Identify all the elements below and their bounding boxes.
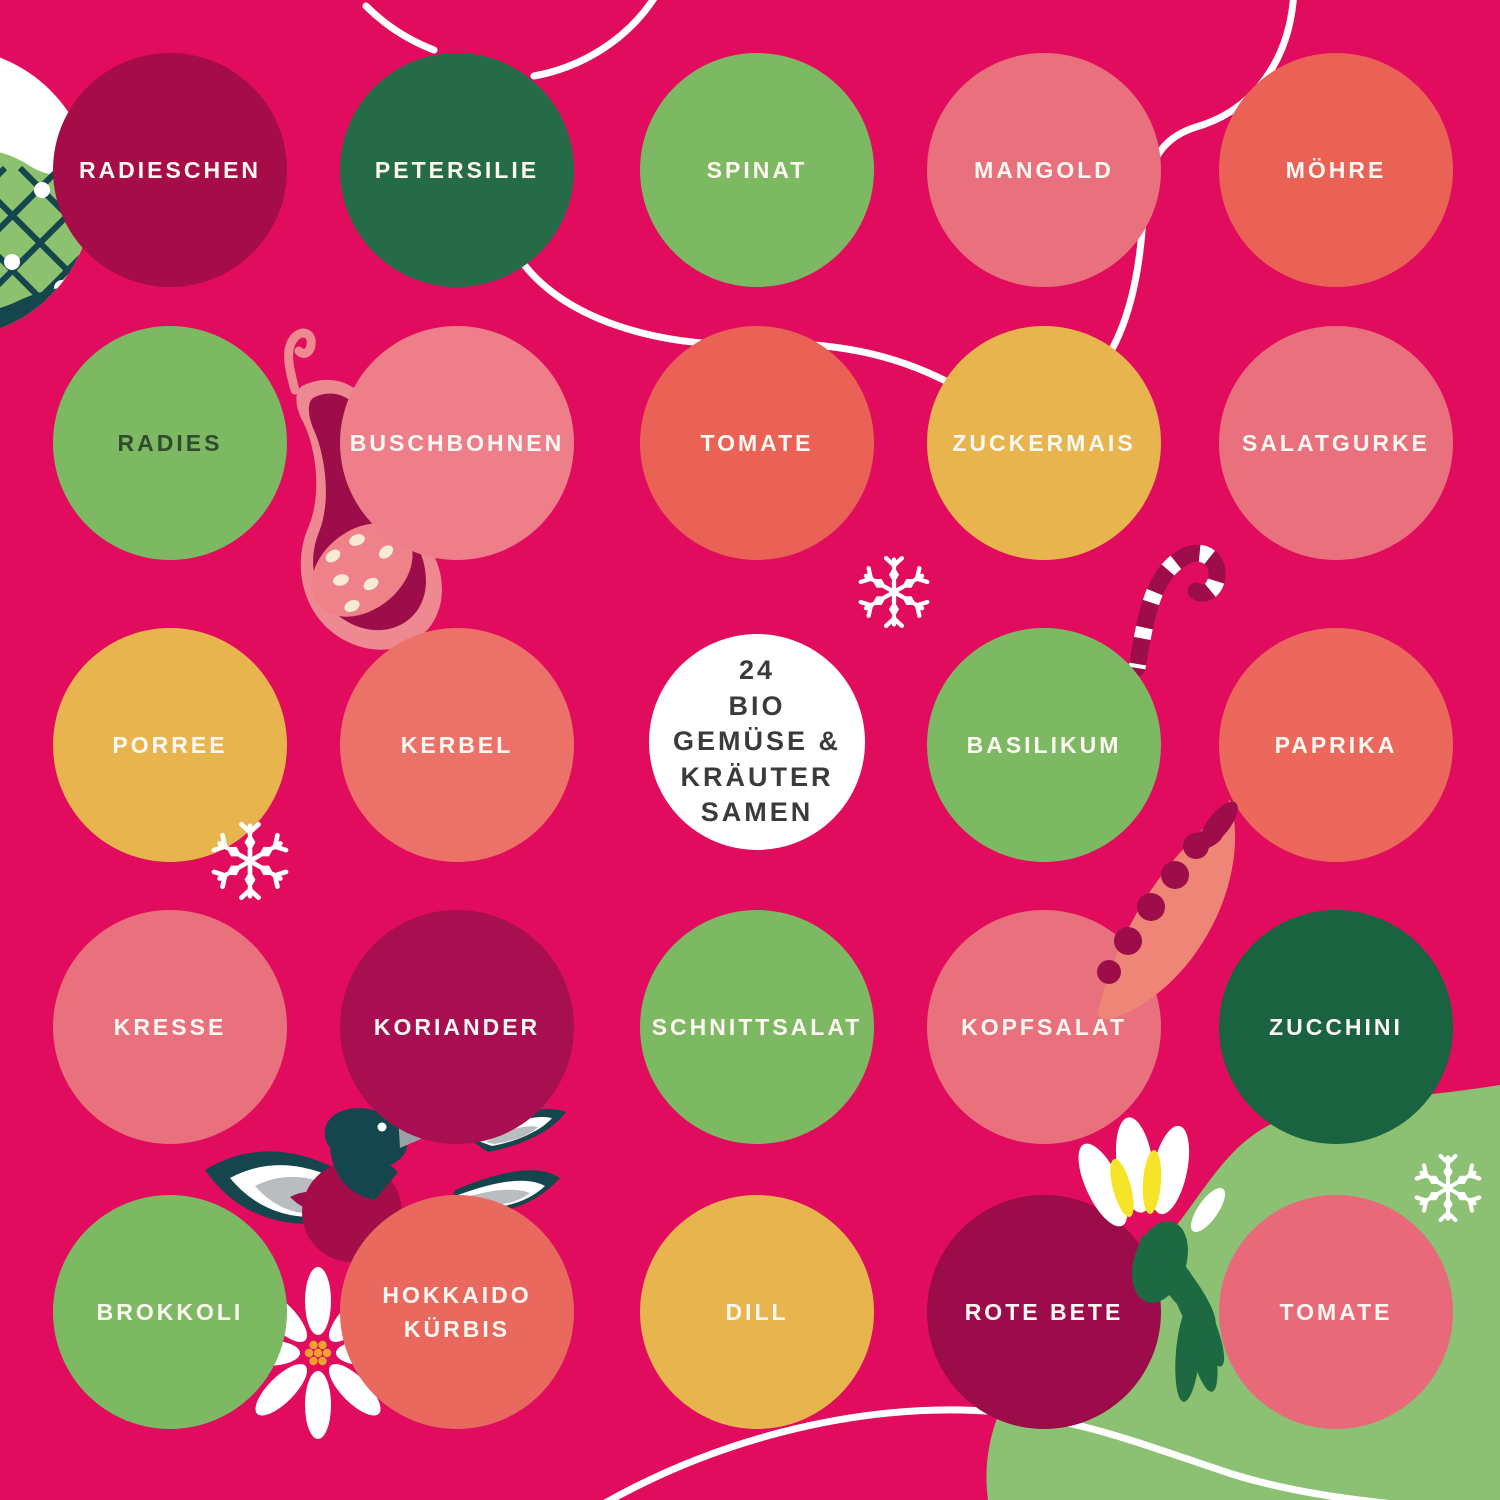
calendar-item-label: SALATGURKE — [1241, 429, 1430, 456]
calendar-item-label: KORIANDER — [373, 1013, 541, 1040]
calendar-item-label: HOKKAIDO KÜRBIS — [382, 1281, 532, 1343]
calendar-item-label: KOPFSALAT — [961, 1013, 1127, 1040]
calendar-item-label: RADIESCHEN — [78, 156, 262, 183]
calendar-item-label: KRESSE — [113, 1013, 227, 1040]
calendar-item-möhre: MÖHRE — [1219, 53, 1453, 287]
calendar-item-rote-bete: ROTE BETE — [927, 1195, 1161, 1429]
calendar-item-koriander: KORIANDER — [340, 910, 574, 1144]
calendar-item-label: BUSCHBOHNEN — [349, 429, 565, 456]
calendar-item-hokkaido-kürbis: HOKKAIDO KÜRBIS — [340, 1195, 574, 1429]
snowflake-icon — [861, 558, 928, 626]
poster-title: 24 BIO GEMÜSE & KRÄUTER SAMEN — [672, 654, 842, 828]
calendar-item-zuckermais: ZUCKERMAIS — [927, 326, 1161, 560]
calendar-item-kerbel: KERBEL — [340, 628, 574, 862]
calendar-item-label: PETERSILIE — [374, 156, 540, 183]
calendar-item-label: ZUCCHINI — [1269, 1013, 1403, 1040]
calendar-item-buschbohnen: BUSCHBOHNEN — [340, 326, 574, 560]
calendar-item-label: PORREE — [112, 731, 228, 758]
calendar-item-label: MÖHRE — [1285, 156, 1387, 183]
calendar-item-label: ROTE BETE — [964, 1298, 1124, 1325]
calendar-item-label: SCHNITTSALAT — [651, 1013, 863, 1040]
calendar-item-label: TOMATE — [1279, 1298, 1393, 1325]
calendar-item-paprika: PAPRIKA — [1219, 628, 1453, 862]
calendar-item-spinat: SPINAT — [640, 53, 874, 287]
calendar-item-kopfsalat: KOPFSALAT — [927, 910, 1161, 1144]
calendar-item-label: BASILIKUM — [966, 731, 1122, 758]
calendar-item-zucchini: ZUCCHINI — [1219, 910, 1453, 1144]
calendar-item-dill: DILL — [640, 1195, 874, 1429]
calendar-item-label: SPINAT — [706, 156, 808, 183]
calendar-item-salatgurke: SALATGURKE — [1219, 326, 1453, 560]
calendar-item-brokkoli: BROKKOLI — [53, 1195, 287, 1429]
calendar-item-label: TOMATE — [700, 429, 814, 456]
snowflake-icon — [214, 824, 286, 897]
calendar-item-tomate: TOMATE — [1219, 1195, 1453, 1429]
beet-flower-leaves-illustration — [1078, 1117, 1226, 1402]
calendar-item-petersilie: PETERSILIE — [340, 53, 574, 287]
pea-pod-illustration — [1097, 800, 1238, 1020]
calendar-item-label: RADIES — [117, 429, 223, 456]
calendar-item-schnittsalat: SCHNITTSALAT — [640, 910, 874, 1144]
calendar-item-tomate: TOMATE — [640, 326, 874, 560]
calendar-item-label: PAPRIKA — [1274, 731, 1398, 758]
title-badge: 24 BIO GEMÜSE & KRÄUTER SAMEN — [649, 634, 865, 850]
calendar-item-label: MANGOLD — [974, 156, 1114, 183]
snowflake-icon — [1417, 1156, 1480, 1220]
calendar-item-kresse: KRESSE — [53, 910, 287, 1144]
calendar-item-label: BROKKOLI — [96, 1298, 244, 1325]
calendar-item-label: ZUCKERMAIS — [952, 429, 1136, 456]
calendar-item-radieschen: RADIESCHEN — [53, 53, 287, 287]
calendar-item-basilikum: BASILIKUM — [927, 628, 1161, 862]
calendar-item-label: DILL — [725, 1298, 789, 1325]
calendar-item-radies: RADIES — [53, 326, 287, 560]
calendar-item-porree: PORREE — [53, 628, 287, 862]
snowflake-icons — [214, 558, 1479, 1220]
calendar-item-mangold: MANGOLD — [927, 53, 1161, 287]
candy-cane-illustration — [1128, 544, 1226, 677]
calendar-item-label: KERBEL — [400, 731, 514, 758]
